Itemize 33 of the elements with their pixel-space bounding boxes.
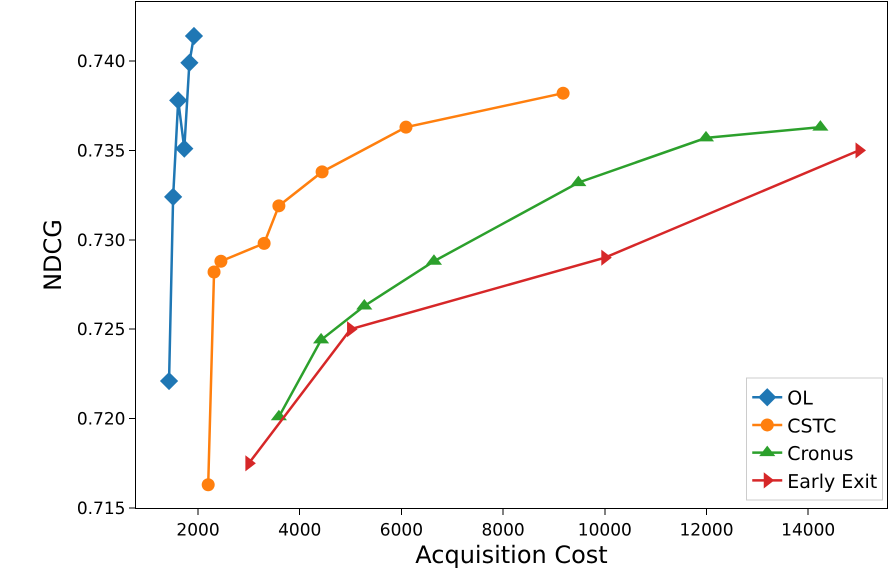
point: [214, 254, 228, 268]
point: [202, 478, 215, 492]
y-tick-label: 0.725: [76, 320, 126, 340]
point: [169, 91, 188, 110]
legend-label: Cronus: [787, 443, 854, 466]
point: [160, 372, 178, 390]
legend-label: OL: [787, 388, 814, 410]
x-tick-label: 14000: [781, 520, 836, 540]
x-tick-label: 4000: [278, 520, 322, 540]
point: [175, 140, 194, 158]
x-tick-label: 10000: [578, 520, 632, 540]
y-tick-label: 0.715: [76, 498, 126, 519]
y-axis-title: NDCG: [38, 219, 67, 291]
y-tick-label: 0.730: [76, 230, 126, 251]
x-tick-label: 2000: [176, 520, 220, 540]
x-tick-label: 6000: [380, 520, 424, 540]
y-tick-label: 0.740: [76, 52, 126, 72]
point: [556, 86, 570, 100]
point: [258, 236, 271, 250]
x-tick-label: 12000: [679, 520, 734, 540]
point: [208, 265, 221, 278]
legend-label: Early Exit: [787, 470, 878, 493]
point: [180, 54, 198, 72]
point: [184, 26, 204, 46]
y-tick-label: 0.720: [76, 410, 126, 430]
y-tick-label: 0.735: [76, 141, 126, 162]
legend-label: CSTC: [787, 415, 836, 438]
point: [272, 199, 286, 212]
point: [399, 120, 412, 134]
point: [316, 165, 329, 178]
x-tick-label: 8000: [481, 520, 525, 540]
point: [164, 188, 182, 206]
x-axis-title: Acquisition Cost: [415, 540, 608, 569]
